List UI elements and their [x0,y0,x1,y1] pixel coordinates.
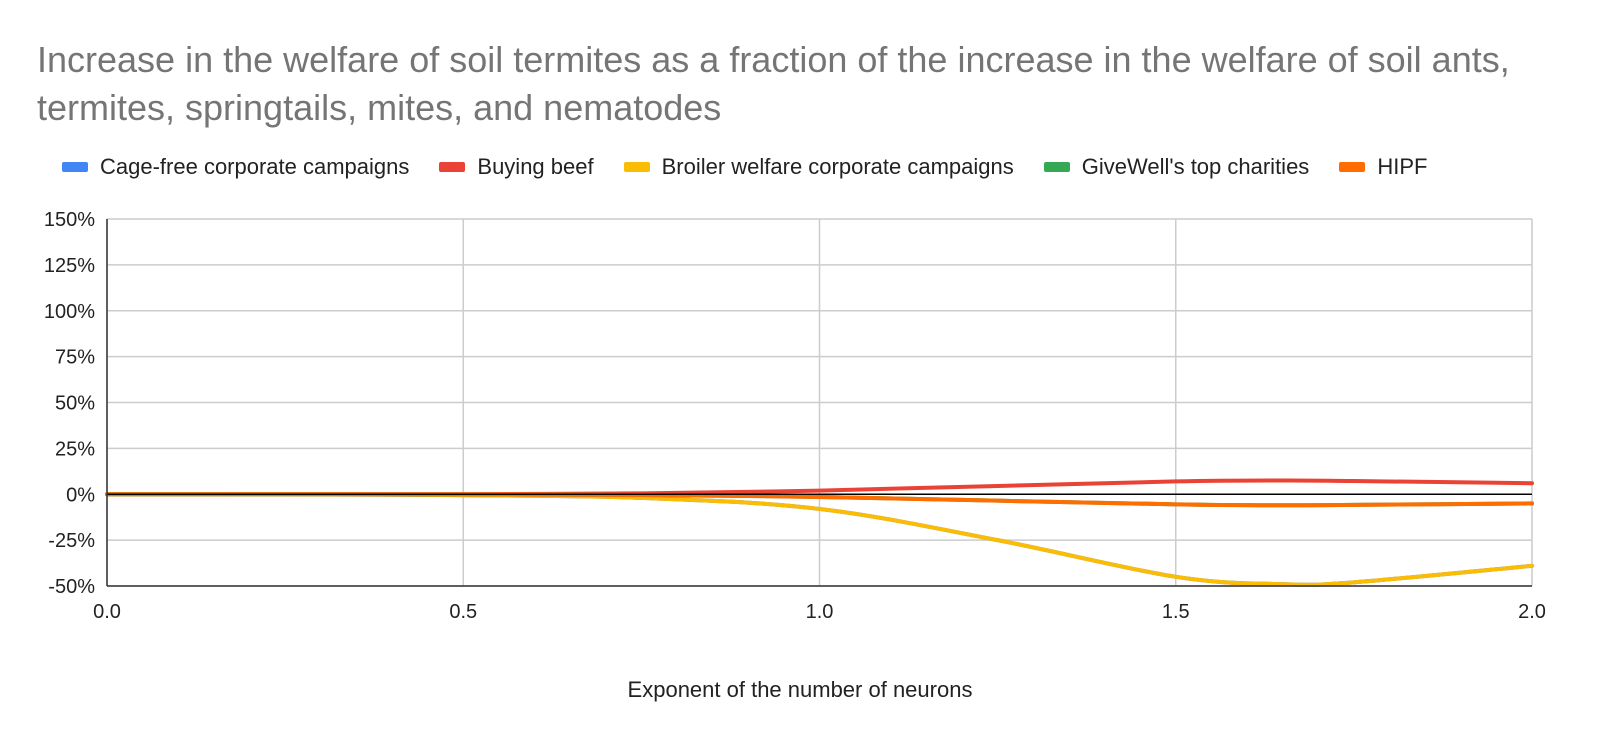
legend-item-buying-beef[interactable]: Buying beef [439,154,594,180]
y-tick-label: 50% [55,393,95,415]
legend-item-cage-free[interactable]: Cage-free corporate campaigns [62,154,409,180]
y-tick-label: 25% [55,438,95,460]
x-tick-label: 1.5 [1162,601,1190,623]
x-tick-label: 0.5 [449,601,477,623]
y-tick-label: 125% [44,255,95,277]
axes [106,219,1532,587]
y-tick-label: -25% [48,530,95,552]
legend-label-buying-beef: Buying beef [477,154,594,179]
legend-label-broiler: Broiler welfare corporate campaigns [661,154,1014,179]
legend-item-hipf[interactable]: HIPF [1339,154,1427,180]
legend-swatch-broiler [623,162,650,172]
legend-swatch-buying-beef [439,162,466,172]
gridlines [106,218,1533,587]
y-tick-label: 0% [66,484,95,506]
legend-item-broiler[interactable]: Broiler welfare corporate campaigns [623,154,1014,180]
legend-swatch-givewell [1043,162,1070,172]
y-tick-label: 100% [44,301,95,323]
y-tick-label: 75% [55,347,95,369]
x-tick-label: 0.0 [93,601,121,623]
x-tick-label: 1.0 [806,601,834,623]
legend-swatch-hipf [1339,162,1366,172]
chart-title: Increase in the welfare of soil termites… [37,39,1510,128]
legend-swatch-cage-free [62,162,88,172]
legend: Cage-free corporate campaigns Buying bee… [62,154,1457,180]
y-tick-label: -50% [48,576,95,598]
tick-labels: 150% 125% 100% 75% 50% 25% 0% -25% -50% 0.0 0.5 1.0… [44,209,1546,623]
x-tick-label: 2.0 [1518,601,1546,623]
legend-label-hipf: HIPF [1377,154,1428,179]
y-tick-label: 150% [44,209,95,231]
x-axis-title: Exponent of the number of neurons [627,677,973,702]
legend-label-cage-free: Cage-free corporate campaigns [100,154,410,179]
legend-item-givewell[interactable]: GiveWell's top charities [1043,154,1310,180]
legend-label-givewell: GiveWell's top charities [1081,154,1310,179]
